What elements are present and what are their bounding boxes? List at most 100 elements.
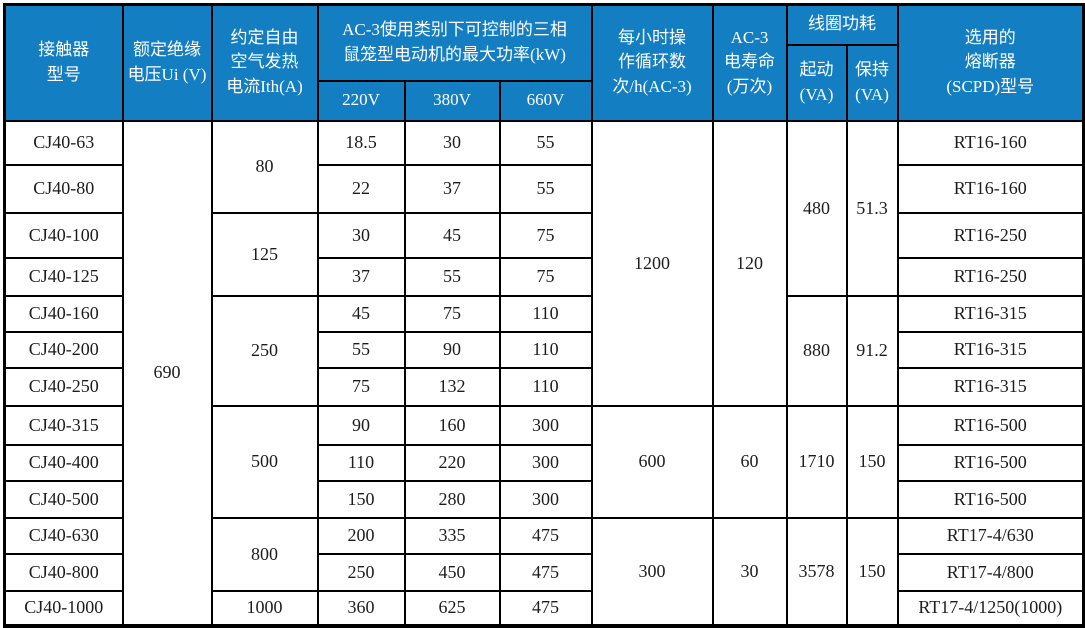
- cell-power-380v: 220: [403, 443, 501, 482]
- header-380v: 380V: [403, 79, 501, 122]
- cell-rated-voltage: 690: [121, 119, 213, 627]
- cell-power-380v: 75: [403, 294, 501, 333]
- header-electrical-life: AC-3 电寿命 (万次): [711, 3, 788, 122]
- cell-fuse-model: RT16-315: [896, 366, 1085, 407]
- cell-model: CJ40-315: [3, 404, 124, 446]
- table-row: CJ40-250 75 132 110 RT16-315: [3, 366, 1085, 407]
- cell-power-220v: 90: [316, 404, 406, 446]
- cell-fuse-model: RT16-160: [896, 119, 1085, 166]
- cell-model: CJ40-200: [3, 330, 124, 369]
- header-220v: 220V: [316, 79, 406, 122]
- table-body: CJ40-63 690 80 18.5 30 55 1200 120 480 5…: [3, 119, 1085, 627]
- cell-model: CJ40-63: [3, 119, 124, 166]
- cell-model: CJ40-1000: [3, 589, 124, 627]
- table-row: CJ40-160 250 45 75 110 880 91.2 RT16-315: [3, 294, 1085, 407]
- cell-power-380v: 160: [403, 404, 501, 446]
- header-operating-cycles: 每小时操 作循环数 次/h(AC-3): [590, 3, 714, 122]
- header-thermal-current: 约定自由 空气发热 电流Ith(A): [210, 3, 319, 122]
- cell-model: CJ40-400: [3, 443, 124, 482]
- cell-power-220v: 360: [316, 589, 406, 627]
- cell-thermal-current: 80: [210, 119, 319, 214]
- cell-coil-start: 480: [785, 119, 848, 297]
- cell-fuse-model: RT16-315: [896, 330, 1085, 369]
- cell-fuse-model: RT17-4/1250(1000): [896, 589, 1085, 627]
- cell-power-220v: 37: [316, 256, 406, 297]
- cell-power-220v: 75: [316, 366, 406, 407]
- cell-thermal-current: 500: [210, 404, 319, 519]
- table-row: CJ40-315 500 90 160 300 600 60 1710 150 …: [3, 404, 1085, 519]
- header-coil-power-group: 线圈功耗: [785, 3, 899, 46]
- cell-power-380v: 132: [403, 366, 501, 407]
- cell-fuse-model: RT16-500: [896, 443, 1085, 482]
- cell-model: CJ40-160: [3, 294, 124, 333]
- cell-coil-start: 880: [785, 294, 848, 407]
- cell-coil-hold: 51.3: [845, 119, 899, 297]
- cell-cycles-per-hour: 600: [590, 404, 714, 519]
- cell-power-660v: 475: [498, 516, 593, 555]
- cell-power-220v: 22: [316, 163, 406, 214]
- cell-power-220v: 18.5: [316, 119, 406, 166]
- cell-power-220v: 150: [316, 479, 406, 519]
- cell-model: CJ40-630: [3, 516, 124, 555]
- cell-electrical-life: 60: [711, 404, 788, 519]
- cell-fuse-model: RT16-500: [896, 479, 1085, 519]
- cell-thermal-current: 125: [210, 211, 319, 297]
- cell-model: CJ40-80: [3, 163, 124, 214]
- cell-model: CJ40-800: [3, 552, 124, 592]
- cell-model: CJ40-125: [3, 256, 124, 297]
- cell-fuse-model: RT16-315: [896, 294, 1085, 333]
- cell-coil-hold: 150: [845, 404, 899, 519]
- cell-electrical-life: 30: [711, 516, 788, 627]
- cell-coil-start: 1710: [785, 404, 848, 519]
- cell-fuse-model: RT16-250: [896, 256, 1085, 297]
- cell-power-380v: 30: [403, 119, 501, 166]
- table-row: CJ40-200 55 90 110 RT16-315: [3, 330, 1085, 369]
- cell-fuse-model: RT17-4/630: [896, 516, 1085, 555]
- cell-power-660v: 55: [498, 163, 593, 214]
- cell-model: CJ40-500: [3, 479, 124, 519]
- cell-cycles-per-hour: 300: [590, 516, 714, 627]
- table-row: CJ40-1000 1000 360 625 475 RT17-4/1250(1…: [3, 589, 1085, 627]
- table-row: CJ40-500 150 280 300 RT16-500: [3, 479, 1085, 519]
- table-row: CJ40-100 125 30 45 75 RT16-250: [3, 211, 1085, 297]
- cell-model: CJ40-100: [3, 211, 124, 259]
- cell-power-220v: 110: [316, 443, 406, 482]
- table-row: CJ40-400 110 220 300 RT16-500: [3, 443, 1085, 482]
- cell-power-380v: 55: [403, 256, 501, 297]
- cell-power-660v: 75: [498, 211, 593, 259]
- cell-power-660v: 110: [498, 366, 593, 407]
- cell-power-660v: 300: [498, 479, 593, 519]
- header-coil-hold: 保持 (VA): [845, 43, 899, 122]
- cell-electrical-life: 120: [711, 119, 788, 407]
- header-coil-start: 起动 (VA): [785, 43, 848, 122]
- cell-fuse-model: RT16-500: [896, 404, 1085, 446]
- cell-power-380v: 625: [403, 589, 501, 627]
- cell-fuse-model: RT16-160: [896, 163, 1085, 214]
- cell-thermal-current: 800: [210, 516, 319, 592]
- header-row-1: 接触器 型号 额定绝缘 电压Ui (V) 约定自由 空气发热 电流Ith(A) …: [3, 3, 1085, 122]
- cell-power-660v: 55: [498, 119, 593, 166]
- cell-model: CJ40-250: [3, 366, 124, 407]
- cell-power-660v: 300: [498, 443, 593, 482]
- cell-power-660v: 475: [498, 589, 593, 627]
- header-fuse-model: 选用的 熔断器 (SCPD)型号: [896, 3, 1085, 122]
- table-row: CJ40-800 250 450 475 RT17-4/800: [3, 552, 1085, 592]
- cell-coil-hold: 150: [845, 516, 899, 627]
- cell-power-220v: 55: [316, 330, 406, 369]
- cell-thermal-current: 250: [210, 294, 319, 407]
- cell-power-220v: 45: [316, 294, 406, 333]
- header-row-2: 起动 (VA) 保持 (VA): [5, 43, 1084, 122]
- header-max-power-group: AC-3使用类别下可控制的三相 鼠笼型电动机的最大功率(kW): [316, 3, 593, 82]
- contactor-spec-table: 接触器 型号 额定绝缘 电压Ui (V) 约定自由 空气发热 电流Ith(A) …: [3, 3, 1085, 628]
- cell-power-660v: 300: [498, 404, 593, 446]
- cell-fuse-model: RT17-4/800: [896, 552, 1085, 592]
- cell-power-380v: 335: [403, 516, 501, 555]
- cell-power-220v: 250: [316, 552, 406, 592]
- header-contactor-model: 接触器 型号: [3, 3, 124, 122]
- cell-fuse-model: RT16-250: [896, 211, 1085, 259]
- cell-coil-hold: 91.2: [845, 294, 899, 407]
- cell-power-380v: 90: [403, 330, 501, 369]
- table-row: CJ40-63 690 80 18.5 30 55 1200 120 480 5…: [3, 119, 1085, 627]
- header-rated-insulation-voltage: 额定绝缘 电压Ui (V): [121, 3, 213, 122]
- cell-power-380v: 45: [403, 211, 501, 259]
